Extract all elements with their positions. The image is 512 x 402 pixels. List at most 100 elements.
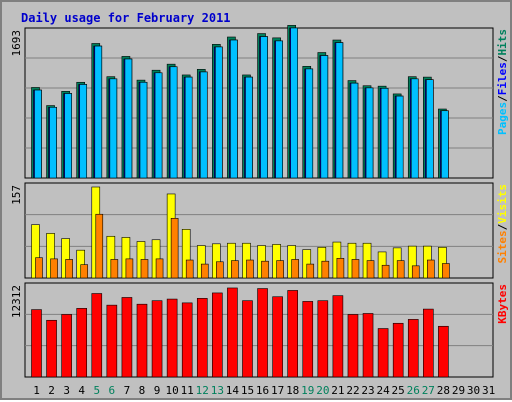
sites-bar [427,259,435,279]
pages-bar [350,82,359,179]
sites-bar [200,263,209,279]
sites-bar [396,260,405,279]
pages-bar [260,36,268,179]
kbytes-legend: KBytes [496,284,509,324]
day-label: 27 [422,384,435,397]
kbytes-bar [242,300,253,378]
day-label: 10 [166,384,179,397]
sites-bar [65,259,73,279]
kbytes-bar [347,314,359,378]
chart-title: Daily usage for February 2011 [21,11,231,25]
day-label: 17 [271,384,284,397]
kbytes-max-label: 12312 [10,285,23,318]
day-label: 28 [437,384,450,397]
day-label: 22 [346,384,359,397]
pages-bar [365,87,374,179]
kbytes-bar [362,313,374,378]
kbytes-panel: 12312 KBytes [10,282,509,378]
day-label: 21 [331,384,344,397]
kbytes-bar [272,296,283,378]
day-label: 20 [316,384,329,397]
sites-bar [185,259,194,279]
sites-bar [246,259,254,279]
kbytes-bar [136,303,148,378]
day-label: 5 [93,384,100,397]
visits-panel: 157 Sites/Visits [10,182,509,279]
pages-bar [245,76,253,179]
sites-bar [216,261,224,279]
day-label: 29 [452,384,465,397]
day-label: 15 [241,384,254,397]
sites-bar [35,257,43,279]
pages-bar [290,27,298,179]
pages-bar [169,66,178,179]
kbytes-bar [332,295,344,378]
sites-bar [336,257,345,279]
legend-kbytes: KBytes [496,284,509,324]
day-label: 26 [407,384,420,397]
pages-bar [64,93,72,179]
kbytes-bar [257,288,268,378]
day-label: 31 [482,384,495,397]
day-label: 16 [256,384,269,397]
kbytes-bar [407,319,419,378]
kbytes-bar [91,293,103,378]
day-label: 12 [196,384,209,397]
legend-files: Files [496,62,509,95]
kbytes-bar [46,319,57,378]
day-label: 7 [124,384,131,397]
day-axis-labels: 1 2 3 4 5 6 7 8 9 10 11 12 13 14 15 16 17 18 19 20 21 22 23 24 2… [33,384,495,397]
sites-bar [366,260,375,279]
kbytes-bar [287,290,298,378]
day-label: 13 [211,384,224,397]
day-label: 1 [33,384,40,397]
pages-bar [441,110,449,179]
sites-bar [411,265,420,279]
pages-bar [139,81,148,179]
pages-bar [426,79,434,179]
legend-pages: Pages [496,102,509,135]
kbytes-bar [106,304,118,378]
hits-max-label: 1693 [10,30,23,57]
legend-separator: / [496,95,509,102]
day-label: 25 [392,384,405,397]
kbytes-bar [196,298,208,378]
kbytes-bar [227,287,238,378]
legend-hits: Hits [496,29,509,56]
kbytes-bar [61,314,72,378]
kbytes-bar [438,325,449,378]
day-label: 4 [78,384,85,397]
sites-bar [231,260,239,279]
pages-bar [184,76,193,179]
day-label: 11 [181,384,194,397]
sites-bar [110,259,119,279]
day-label: 23 [361,384,374,397]
pages-bar [275,40,283,179]
sites-bar [442,263,450,279]
pages-bar [335,42,344,179]
day-label: 2 [48,384,55,397]
sites-bar [170,217,179,279]
kbytes-bar [76,308,88,378]
pages-bar [230,39,238,179]
kbytes-bar [121,297,133,378]
pages-bar [380,88,389,179]
pages-bar [215,46,223,179]
legend-separator: / [496,55,509,62]
sites-bar [306,263,315,279]
day-label: 14 [226,384,240,397]
pages-bar [49,106,57,179]
pages-bar [124,58,133,179]
sites-bar [261,260,269,279]
kbytes-bar [166,298,178,378]
day-label: 9 [154,384,161,397]
sites-bar [50,258,58,279]
visits-max-label: 157 [10,185,23,205]
pages-bar [34,89,42,179]
sites-bar [95,213,104,279]
kbytes-bar [212,292,223,378]
day-label: 24 [376,384,390,397]
hits-legend: Pages/Files/Hits [496,29,509,135]
